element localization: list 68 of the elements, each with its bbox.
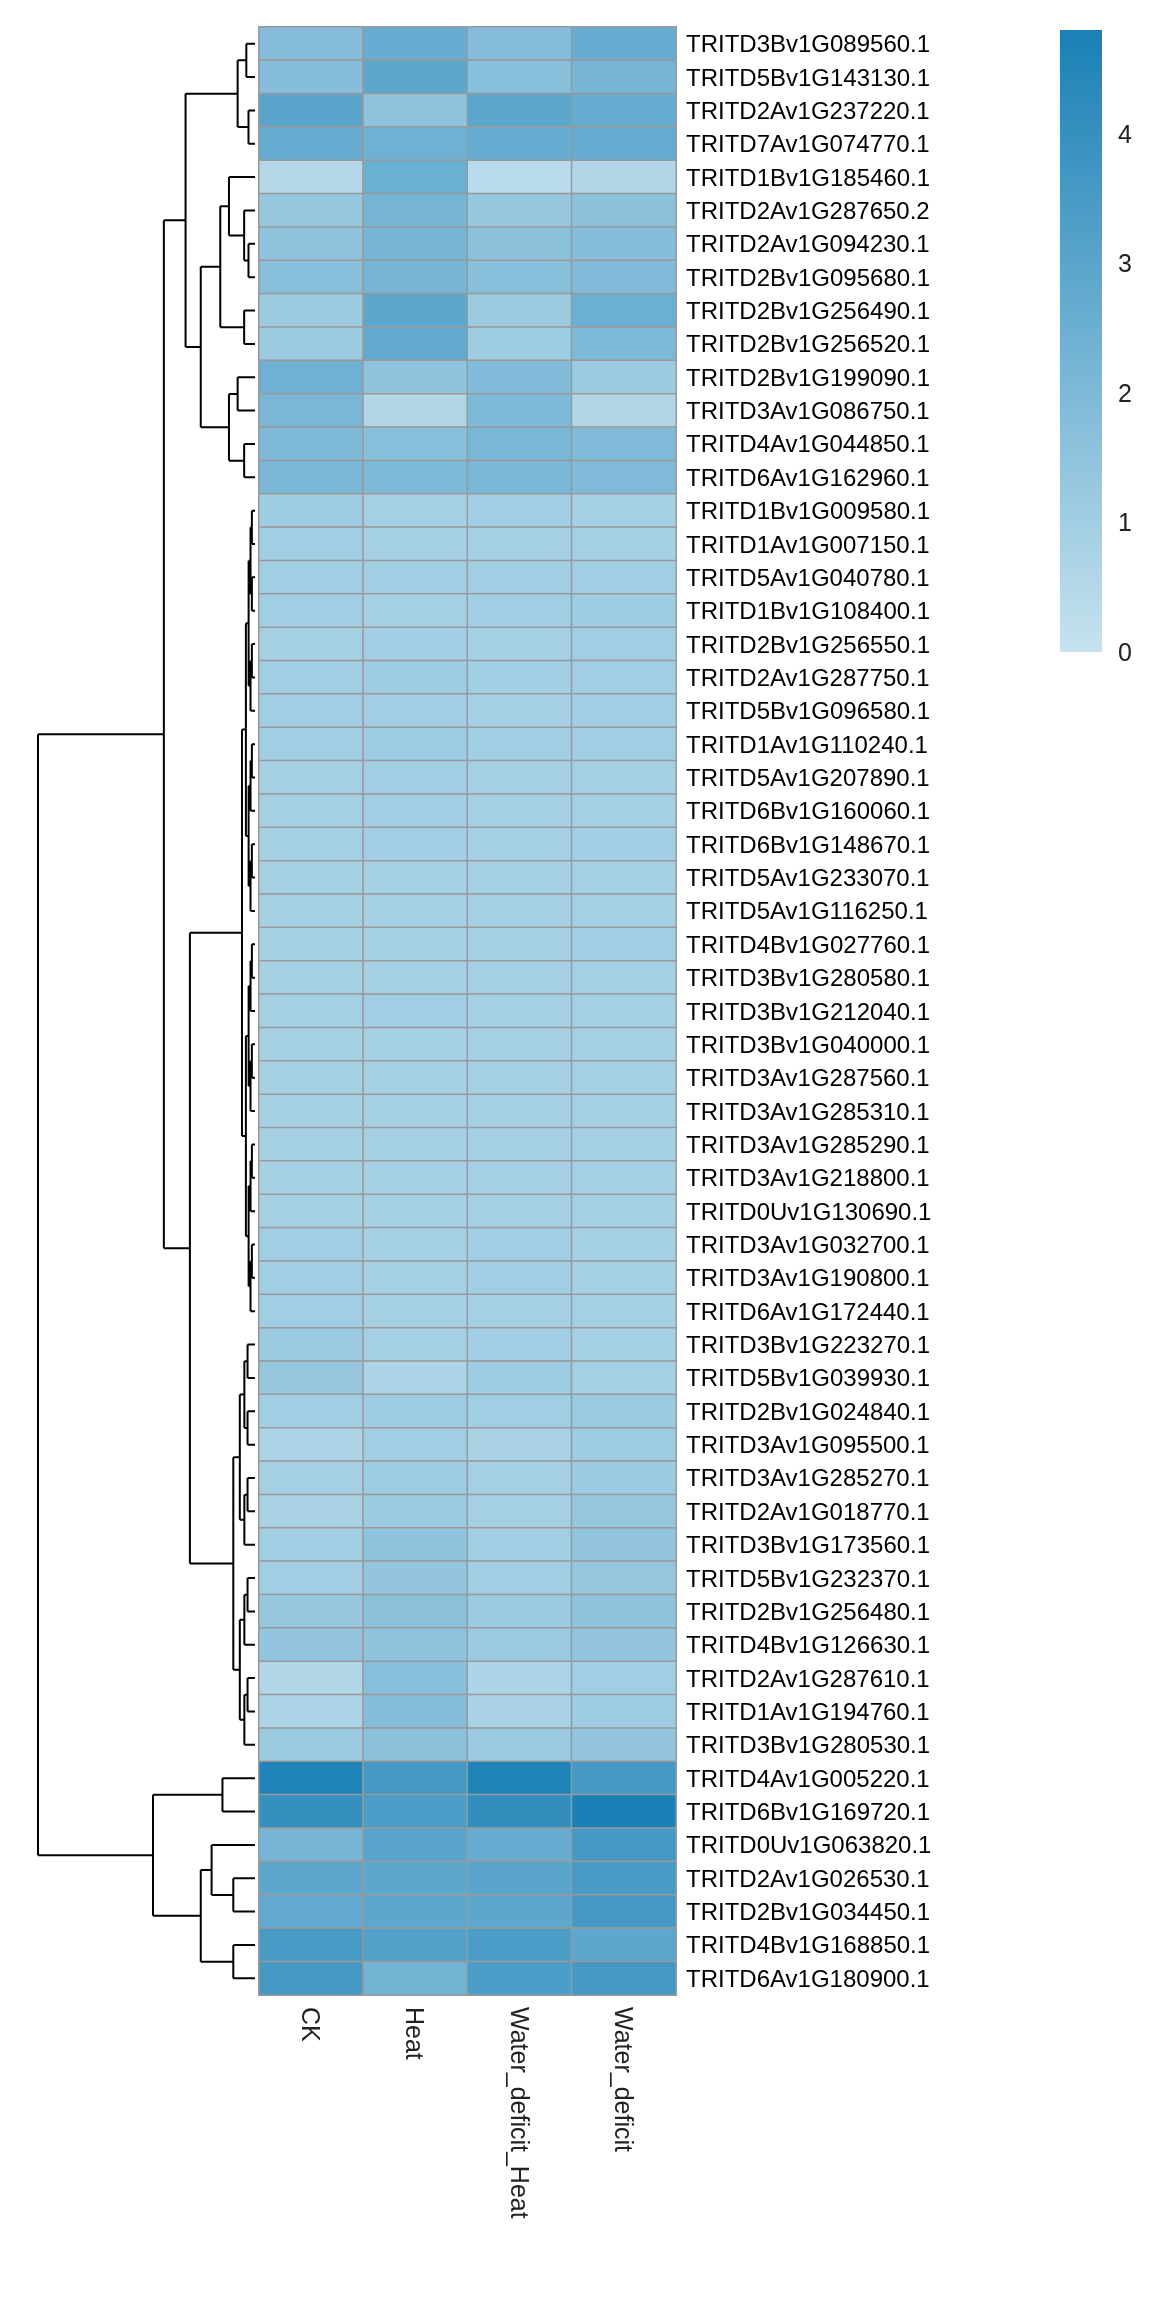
y-tick-label: TRITD3Bv1G223270.1 [686, 1331, 931, 1359]
y-tick-label: TRITD6Av1G172440.1 [686, 1297, 930, 1325]
y-tick-label: TRITD3Av1G190800.1 [686, 1264, 930, 1292]
y-tick-label: TRITD2Av1G287610.1 [686, 1664, 930, 1692]
y-tick-label: TRITD4Bv1G027760.1 [686, 930, 931, 958]
y-tick-label: TRITD6Av1G180900.1 [686, 1964, 930, 1992]
y-tick-label: TRITD5Av1G040780.1 [686, 563, 930, 591]
y-tick-label: TRITD5Bv1G039930.1 [686, 1364, 931, 1392]
y-tick-label: TRITD2Bv1G095680.1 [686, 263, 931, 291]
x-tick-label: CK [297, 2007, 326, 2043]
x-tick-label: Water_deficit_Heat [505, 2007, 534, 2219]
y-tick-label: TRITD6Bv1G148670.1 [686, 830, 931, 858]
y-tick-label: TRITD1Bv1G185460.1 [686, 163, 931, 191]
y-tick-label: TRITD3Bv1G280530.1 [686, 1731, 931, 1759]
y-tick-label: TRITD3Bv1G040000.1 [686, 1030, 931, 1058]
y-tick-label: TRITD5Av1G207890.1 [686, 764, 930, 792]
y-tick-label: TRITD6Bv1G169720.1 [686, 1798, 931, 1826]
y-tick-label: TRITD4Bv1G126630.1 [686, 1631, 931, 1659]
y-tick-label: TRITD2Bv1G256550.1 [686, 630, 931, 658]
y-tick-label: TRITD3Bv1G089560.1 [686, 30, 931, 58]
y-tick-label: TRITD7Av1G074770.1 [686, 130, 930, 158]
color-bar-label: 3 [1118, 249, 1132, 278]
x-tick-label: Heat [401, 2007, 430, 2060]
y-tick-label: TRITD2Bv1G256520.1 [686, 330, 931, 358]
y-tick-label: TRITD3Av1G285310.1 [686, 1097, 930, 1125]
y-tick-label: TRITD3Bv1G280580.1 [686, 964, 931, 992]
y-tick-label: TRITD3Av1G218800.1 [686, 1164, 930, 1192]
y-tick-label: TRITD2Bv1G256490.1 [686, 297, 931, 325]
y-tick-label: TRITD5Av1G233070.1 [686, 864, 930, 892]
y-tick-label: TRITD2Bv1G199090.1 [686, 363, 931, 391]
y-tick-label: TRITD2Av1G287650.2 [686, 196, 930, 224]
y-tick-label: TRITD3Av1G287560.1 [686, 1064, 930, 1092]
y-tick-label: TRITD1Av1G007150.1 [686, 530, 930, 558]
y-tick-label: TRITD5Av1G116250.1 [686, 897, 928, 925]
y-tick-label: TRITD1Bv1G009580.1 [686, 497, 931, 525]
y-tick-label: TRITD3Bv1G173560.1 [686, 1531, 931, 1559]
y-tick-label: TRITD5Bv1G096580.1 [686, 697, 931, 725]
y-tick-label: TRITD1Av1G110240.1 [686, 730, 928, 758]
color-bar-label: 2 [1118, 378, 1132, 407]
y-tick-label: TRITD1Av1G194760.1 [686, 1697, 930, 1725]
y-tick-label: TRITD3Av1G285270.1 [686, 1464, 930, 1492]
y-tick-label: TRITD4Bv1G168850.1 [686, 1931, 931, 1959]
color-bar-label: 1 [1118, 508, 1132, 537]
y-tick-label: TRITD4Av1G005220.1 [686, 1764, 930, 1792]
x-tick-label: Water_deficit [609, 2007, 638, 2153]
y-tick-label: TRITD3Av1G285290.1 [686, 1130, 930, 1158]
y-tick-label: TRITD1Bv1G108400.1 [686, 597, 931, 625]
y-tick-label: TRITD3Av1G086750.1 [686, 397, 930, 425]
y-tick-label: TRITD4Av1G044850.1 [686, 430, 930, 458]
y-tick-label: TRITD3Bv1G212040.1 [686, 997, 931, 1025]
y-tick-label: TRITD2Av1G287750.1 [686, 663, 930, 691]
y-tick-label: TRITD2Bv1G034450.1 [686, 1898, 931, 1926]
y-tick-label: TRITD6Bv1G160060.1 [686, 797, 931, 825]
color-bar-label: 4 [1118, 119, 1132, 148]
y-tick-label: TRITD2Av1G094230.1 [686, 230, 930, 258]
y-tick-label: TRITD2Av1G237220.1 [686, 96, 930, 124]
y-tick-label: TRITD5Bv1G143130.1 [686, 63, 931, 91]
y-tick-label: TRITD2Bv1G024840.1 [686, 1397, 931, 1425]
y-tick-label: TRITD6Av1G162960.1 [686, 463, 930, 491]
y-tick-label: TRITD3Av1G095500.1 [686, 1431, 930, 1459]
y-tick-label: TRITD5Bv1G232370.1 [686, 1564, 931, 1592]
y-tick-label: TRITD0Uv1G063820.1 [686, 1831, 932, 1859]
y-tick-label: TRITD2Bv1G256480.1 [686, 1597, 931, 1625]
color-bar-label: 0 [1118, 638, 1132, 666]
y-tick-label: TRITD0Uv1G130690.1 [686, 1197, 932, 1225]
y-tick-label: TRITD3Av1G032700.1 [686, 1230, 930, 1258]
y-tick-label: TRITD2Av1G026530.1 [686, 1864, 930, 1892]
y-tick-label: TRITD2Av1G018770.1 [686, 1497, 930, 1525]
